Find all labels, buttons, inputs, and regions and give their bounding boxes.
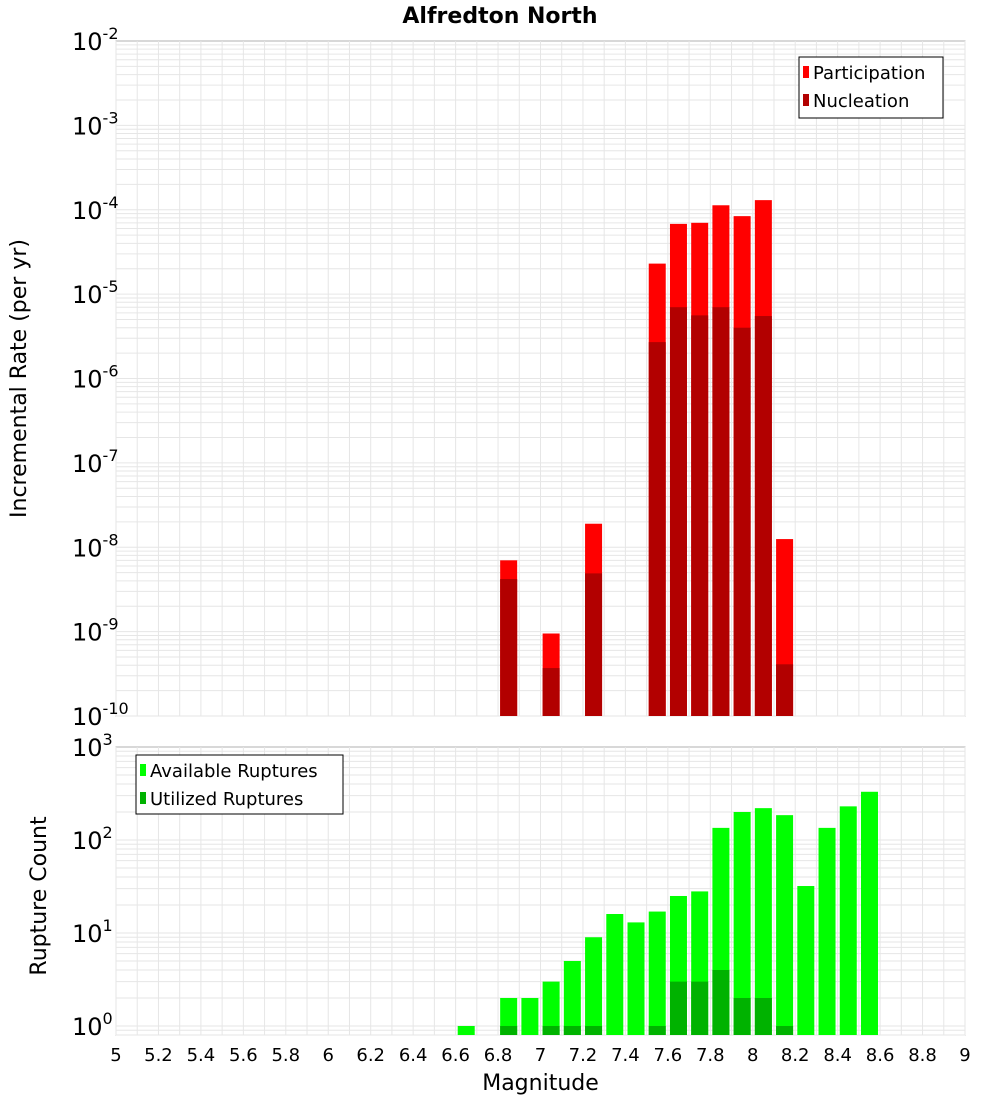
legend-box (798, 56, 944, 119)
bar-available (648, 911, 666, 1035)
bar-utilized (500, 1025, 518, 1035)
bar-utilized (585, 1025, 603, 1035)
x-tick-label: 6.4 (399, 1045, 428, 1066)
y-tick-label: 10-7 (72, 446, 119, 478)
bar-nucleation (754, 316, 772, 716)
x-tick-label: 7.8 (696, 1045, 725, 1066)
bottom-bars (457, 791, 878, 1035)
bottom-y-axis-label: Rupture Count (27, 816, 52, 976)
y-tick-label: 10-6 (72, 362, 119, 394)
x-tick-label: 5.4 (187, 1045, 216, 1066)
bar-utilized (669, 981, 687, 1035)
bar-nucleation (648, 342, 666, 716)
bottom-y-tick-labels: 100 101 102 103 (72, 730, 113, 1041)
x-tick-label: 7.2 (569, 1045, 598, 1066)
y-tick-label: 100 (72, 1009, 113, 1041)
bar-available (733, 812, 751, 1035)
y-tick-label: 10-4 (72, 193, 119, 225)
legend-swatch (803, 94, 809, 106)
bar-available (627, 922, 645, 1035)
x-tick-label: 9 (959, 1045, 970, 1066)
rupture-count-panel: 100 101 102 103 5 5.2 5.4 5.6 5.8 6 6.2 6.4 6.6 6.8 7… (27, 730, 971, 1096)
legend-swatch (140, 764, 146, 776)
x-axis-label: Magnitude (482, 1071, 599, 1096)
bar-available (542, 981, 560, 1035)
bar-available (606, 914, 624, 1035)
y-tick-label: 10-8 (72, 530, 119, 562)
bottom-legend: Available Ruptures Utilized Ruptures (135, 754, 344, 815)
legend-label: Utilized Ruptures (150, 789, 303, 810)
bar-available (585, 937, 603, 1035)
x-tick-label: 8.2 (781, 1045, 810, 1066)
x-tick-label: 8.8 (908, 1045, 937, 1066)
top-bars (500, 200, 794, 717)
x-tick-label: 6.6 (441, 1045, 470, 1066)
bar-nucleation (585, 573, 603, 716)
legend-label: Participation (813, 63, 925, 84)
y-tick-label: 10-3 (72, 108, 119, 140)
x-tick-label: 5.8 (271, 1045, 300, 1066)
x-tick-label: 6.8 (484, 1045, 513, 1066)
y-tick-label: 10-5 (72, 277, 119, 309)
x-tick-label: 7.6 (654, 1045, 683, 1066)
bar-available (860, 791, 878, 1035)
bar-available (797, 886, 815, 1035)
bar-nucleation (500, 579, 518, 716)
x-tick-label: 5.6 (229, 1045, 258, 1066)
y-tick-label: 102 (72, 823, 113, 855)
x-tick-label: 6 (323, 1045, 334, 1066)
y-tick-label: 10-2 (72, 24, 119, 56)
bar-nucleation (776, 664, 794, 716)
legend-label: Available Ruptures (150, 761, 318, 782)
bar-available (500, 997, 518, 1035)
y-tick-label: 10-9 (72, 615, 119, 647)
bar-available (818, 827, 836, 1035)
bar-utilized (542, 1025, 560, 1035)
bar-available (754, 808, 772, 1035)
bar-utilized (563, 1025, 581, 1035)
top-grid (115, 41, 966, 717)
bar-available (457, 1025, 475, 1035)
x-tick-label: 6.2 (356, 1045, 385, 1066)
y-tick-label: 10-10 (72, 699, 129, 731)
x-tick-label: 8 (747, 1045, 758, 1066)
y-tick-label: 103 (72, 730, 113, 762)
bar-utilized (712, 969, 730, 1035)
bar-nucleation (733, 327, 751, 716)
bar-utilized (691, 981, 709, 1035)
legend-label: Nucleation (813, 91, 909, 112)
incremental-rate-panel: 10-10 10-9 10-8 10-7 10-6 10-5 10-4 10-3 10-2 In… (7, 24, 966, 731)
top-y-axis-label: Incremental Rate (per yr) (7, 239, 32, 518)
top-y-tick-labels: 10-10 10-9 10-8 10-7 10-6 10-5 10-4 10-3 10-2 (72, 24, 129, 731)
bar-utilized (733, 997, 751, 1035)
bar-nucleation (712, 307, 730, 716)
bar-available (776, 815, 794, 1035)
bar-available (563, 960, 581, 1035)
chart-title: Alfredton North (402, 4, 597, 29)
bar-available (521, 997, 539, 1035)
x-tick-label: 7.4 (611, 1045, 640, 1066)
x-tick-labels: 5 5.2 5.4 5.6 5.8 6 6.2 6.4 6.6 6.8 7 7.2 7.4 7.6 7.8 8… (110, 1045, 970, 1066)
top-legend: Participation Nucleation (798, 56, 944, 119)
y-tick-label: 101 (72, 916, 113, 948)
x-tick-label: 8.4 (823, 1045, 852, 1066)
bar-nucleation (669, 307, 687, 716)
legend-box (135, 754, 344, 815)
x-tick-label: 8.6 (866, 1045, 895, 1066)
bar-utilized (754, 997, 772, 1035)
bar-utilized (648, 1025, 666, 1035)
x-tick-label: 7 (535, 1045, 546, 1066)
bar-nucleation (542, 668, 560, 716)
x-tick-label: 5 (110, 1045, 121, 1066)
bar-nucleation (691, 315, 709, 716)
bar-available (839, 806, 857, 1035)
legend-swatch (803, 66, 809, 78)
x-tick-label: 5.2 (144, 1045, 173, 1066)
legend-swatch (140, 792, 146, 804)
bar-utilized (776, 1025, 794, 1035)
